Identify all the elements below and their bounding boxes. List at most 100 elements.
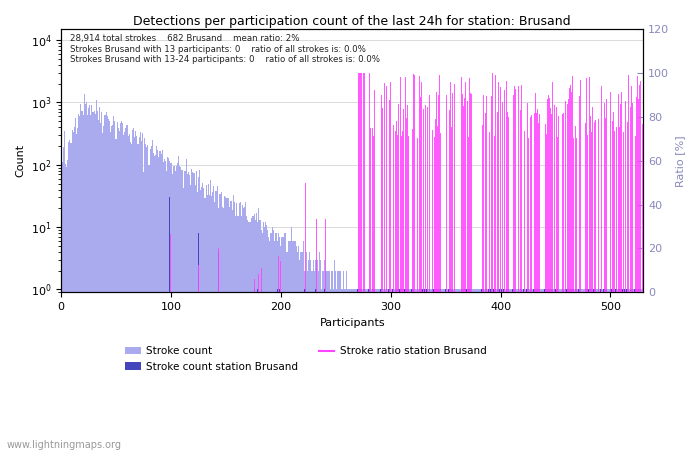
Bar bbox=[589, 289, 590, 450]
Bar bbox=[358, 289, 359, 450]
Bar bbox=[176, 166, 177, 450]
Bar bbox=[364, 289, 365, 450]
Bar bbox=[260, 289, 262, 450]
Bar bbox=[629, 289, 630, 450]
Bar bbox=[511, 289, 512, 450]
Bar bbox=[356, 289, 357, 450]
Bar bbox=[218, 252, 219, 450]
Bar bbox=[212, 193, 214, 450]
Bar bbox=[606, 289, 607, 450]
Bar bbox=[81, 112, 83, 450]
Bar bbox=[125, 128, 127, 450]
Bar bbox=[244, 207, 245, 450]
Bar bbox=[384, 289, 385, 450]
Bar bbox=[615, 289, 617, 450]
Bar bbox=[567, 289, 568, 450]
Bar bbox=[318, 252, 320, 450]
Bar bbox=[119, 131, 120, 450]
Bar bbox=[267, 230, 268, 450]
Bar bbox=[297, 252, 298, 450]
Bar bbox=[232, 210, 233, 450]
Bar bbox=[480, 289, 482, 450]
Bar bbox=[357, 289, 358, 450]
Bar bbox=[456, 289, 457, 450]
Bar bbox=[366, 289, 367, 450]
Bar bbox=[92, 112, 94, 450]
Bar bbox=[188, 172, 189, 450]
Bar bbox=[422, 289, 423, 450]
Bar bbox=[278, 233, 279, 450]
Bar bbox=[607, 289, 608, 450]
Bar bbox=[247, 220, 248, 450]
Bar bbox=[543, 289, 544, 450]
Bar bbox=[475, 289, 476, 450]
Bar bbox=[640, 289, 641, 450]
Bar bbox=[621, 289, 622, 450]
Bar bbox=[467, 289, 468, 450]
Bar bbox=[600, 289, 601, 450]
Bar bbox=[452, 289, 453, 450]
Bar bbox=[337, 271, 339, 450]
Bar bbox=[634, 289, 635, 450]
Bar bbox=[466, 289, 467, 450]
Bar bbox=[446, 289, 447, 450]
Bar bbox=[251, 218, 252, 450]
Bar bbox=[424, 289, 426, 450]
Title: Detections per participation count of the last 24h for station: Brusand: Detections per participation count of th… bbox=[134, 15, 571, 28]
Bar bbox=[237, 216, 239, 450]
Bar bbox=[538, 289, 540, 450]
Bar bbox=[357, 289, 358, 450]
Bar bbox=[587, 289, 588, 450]
Bar bbox=[640, 289, 642, 450]
Bar bbox=[85, 104, 86, 450]
Bar bbox=[619, 289, 620, 450]
Bar bbox=[501, 289, 503, 450]
Text: www.lightningmaps.org: www.lightningmaps.org bbox=[7, 440, 122, 450]
Bar bbox=[153, 153, 154, 450]
Bar bbox=[342, 289, 343, 450]
Bar bbox=[141, 141, 142, 450]
Bar bbox=[436, 289, 438, 450]
Bar bbox=[432, 289, 433, 450]
Bar bbox=[181, 170, 183, 450]
Bar bbox=[274, 241, 275, 450]
Bar bbox=[258, 208, 260, 450]
Bar bbox=[624, 289, 625, 450]
Bar bbox=[283, 237, 284, 450]
Bar bbox=[497, 289, 498, 450]
Bar bbox=[413, 289, 414, 450]
Bar bbox=[420, 289, 421, 450]
Bar bbox=[177, 163, 178, 450]
Bar bbox=[441, 289, 442, 450]
Bar bbox=[391, 289, 393, 450]
Bar bbox=[359, 289, 360, 450]
Bar bbox=[287, 252, 288, 450]
Bar bbox=[268, 237, 270, 450]
Bar bbox=[99, 107, 100, 450]
Bar bbox=[468, 289, 469, 450]
Bar bbox=[599, 289, 600, 450]
Bar bbox=[88, 108, 89, 450]
Bar bbox=[424, 289, 426, 450]
Bar bbox=[77, 128, 78, 450]
Bar bbox=[291, 227, 293, 450]
Bar bbox=[522, 289, 523, 450]
Bar bbox=[172, 174, 173, 450]
Bar bbox=[116, 140, 117, 450]
Bar bbox=[298, 246, 299, 450]
Bar bbox=[223, 208, 224, 450]
Bar bbox=[552, 289, 553, 450]
Bar bbox=[454, 289, 455, 450]
Bar bbox=[225, 198, 227, 450]
Bar bbox=[140, 131, 141, 450]
Bar bbox=[264, 227, 265, 450]
Bar bbox=[620, 289, 621, 450]
Bar bbox=[386, 289, 387, 450]
Bar bbox=[445, 289, 446, 450]
Bar bbox=[438, 289, 440, 450]
Bar bbox=[561, 289, 563, 450]
Bar bbox=[185, 171, 186, 450]
Bar bbox=[254, 215, 255, 450]
Bar bbox=[363, 289, 364, 450]
Bar bbox=[334, 260, 335, 450]
